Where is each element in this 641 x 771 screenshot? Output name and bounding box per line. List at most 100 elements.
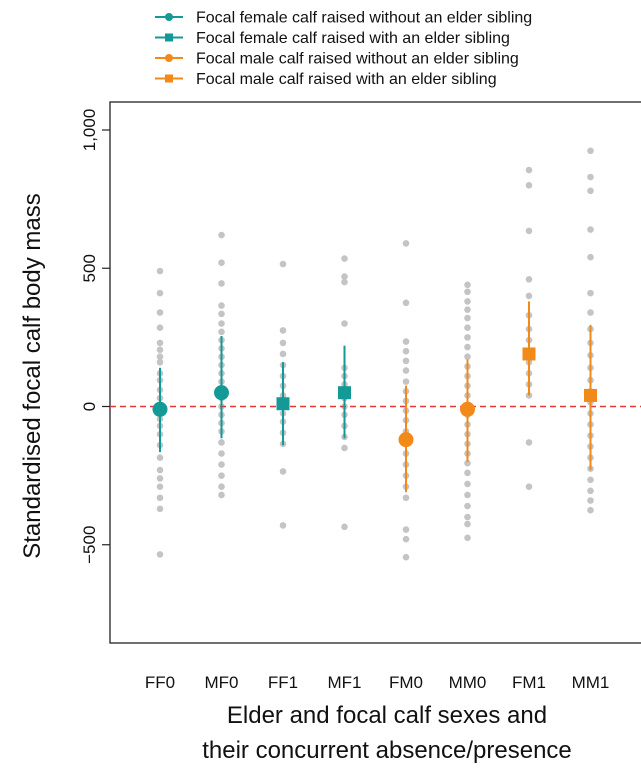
raw-point [587, 289, 594, 297]
y-axis-title: Standardised focal calf body mass [19, 193, 46, 559]
raw-point [402, 494, 410, 502]
raw-point [464, 513, 471, 521]
legend-label: Focal female calf raised without an elde… [196, 10, 532, 27]
raw-point [218, 439, 225, 446]
estimate-marker [398, 432, 414, 448]
raw-point [341, 278, 348, 286]
raw-point [156, 289, 164, 297]
raw-point [218, 320, 225, 327]
raw-point [587, 309, 594, 316]
estimate-marker [522, 347, 536, 361]
raw-point [525, 439, 533, 446]
raw-point [341, 523, 348, 531]
raw-point [402, 553, 410, 561]
raw-point [587, 187, 594, 195]
raw-point [464, 520, 471, 528]
raw-point [218, 483, 225, 490]
raw-point [464, 314, 471, 322]
raw-point [587, 506, 594, 514]
raw-point [525, 276, 533, 283]
raw-point [587, 226, 594, 233]
legend-marker [165, 13, 173, 21]
estimate-marker [460, 401, 475, 417]
x-axis: FF0 MF0 FF1 MF1 FM0 MM0 FM1 MM1 [145, 673, 610, 692]
raw-point [525, 182, 533, 189]
raw-point [402, 347, 410, 355]
estimate-marker [584, 388, 597, 402]
raw-point [402, 535, 410, 543]
raw-point [156, 494, 164, 502]
raw-point [402, 378, 410, 385]
raw-point [525, 166, 533, 174]
y-tick-label: 500 [80, 254, 99, 282]
raw-point [464, 534, 471, 542]
x-tick-label: MF0 [205, 673, 239, 692]
raw-point [464, 459, 471, 467]
legend-label: Focal female calf raised with an elder s… [196, 30, 510, 47]
raw-point [464, 469, 471, 477]
raw-point [156, 267, 164, 275]
x-tick-label: FM1 [512, 673, 546, 692]
x-tick-label: FM0 [389, 673, 423, 692]
raw-point [156, 324, 164, 331]
raw-point [525, 227, 533, 235]
plot-frame [109, 101, 641, 644]
raw-point [156, 454, 164, 461]
raw-point [402, 367, 410, 374]
raw-point [218, 280, 225, 287]
raw-point [341, 444, 348, 452]
raw-point [156, 358, 164, 366]
raw-point [587, 147, 594, 155]
raw-point [402, 299, 410, 307]
raw-point [218, 259, 225, 267]
legend-marker [165, 54, 173, 62]
x-tick-label: FF1 [268, 673, 298, 692]
raw-point [402, 240, 410, 247]
raw-point [402, 338, 410, 345]
raw-point [402, 526, 410, 533]
raw-point [218, 450, 225, 457]
raw-point [464, 353, 471, 361]
raw-point [402, 357, 410, 365]
raw-point [587, 173, 594, 181]
raw-point [464, 306, 471, 314]
estimate-marker [214, 385, 229, 401]
raw-point [464, 298, 471, 305]
raw-point [525, 483, 533, 490]
x-axis-title-line-2: their concurrent absence/presence [202, 737, 572, 764]
y-axis: −500 0 500 1,000 [80, 109, 110, 564]
estimates [152, 301, 597, 493]
y-tick-label: −500 [80, 526, 99, 564]
raw-point [218, 472, 225, 479]
raw-point [279, 339, 287, 347]
raw-point [279, 522, 287, 529]
raw-point [279, 468, 287, 475]
raw-point [464, 288, 471, 296]
legend-marker [165, 33, 173, 42]
raw-point [218, 302, 225, 309]
raw-point [587, 253, 594, 261]
raw-point [218, 231, 225, 239]
legend-label: Focal male calf raised with an elder sib… [196, 71, 497, 88]
raw-point [587, 497, 594, 504]
raw-point [156, 346, 164, 354]
raw-point [279, 350, 287, 358]
raw-point [218, 328, 225, 336]
x-tick-label: MM0 [449, 673, 487, 692]
raw-point [218, 310, 225, 318]
raw-point [464, 324, 471, 331]
raw-point [156, 483, 164, 490]
raw-point [156, 551, 164, 558]
x-axis-title-line-1: Elder and focal calf sexes and [227, 702, 547, 729]
legend-marker [165, 74, 173, 83]
raw-point [156, 309, 164, 316]
legend: Focal female calf raised without an elde… [155, 10, 532, 88]
raw-point [218, 461, 225, 468]
estimate-marker [338, 386, 351, 400]
raw-point [525, 292, 533, 300]
raw-point [464, 281, 471, 289]
raw-point [218, 491, 225, 499]
raw-point [279, 327, 287, 334]
legend-label: Focal male calf raised without an elder … [196, 51, 519, 68]
